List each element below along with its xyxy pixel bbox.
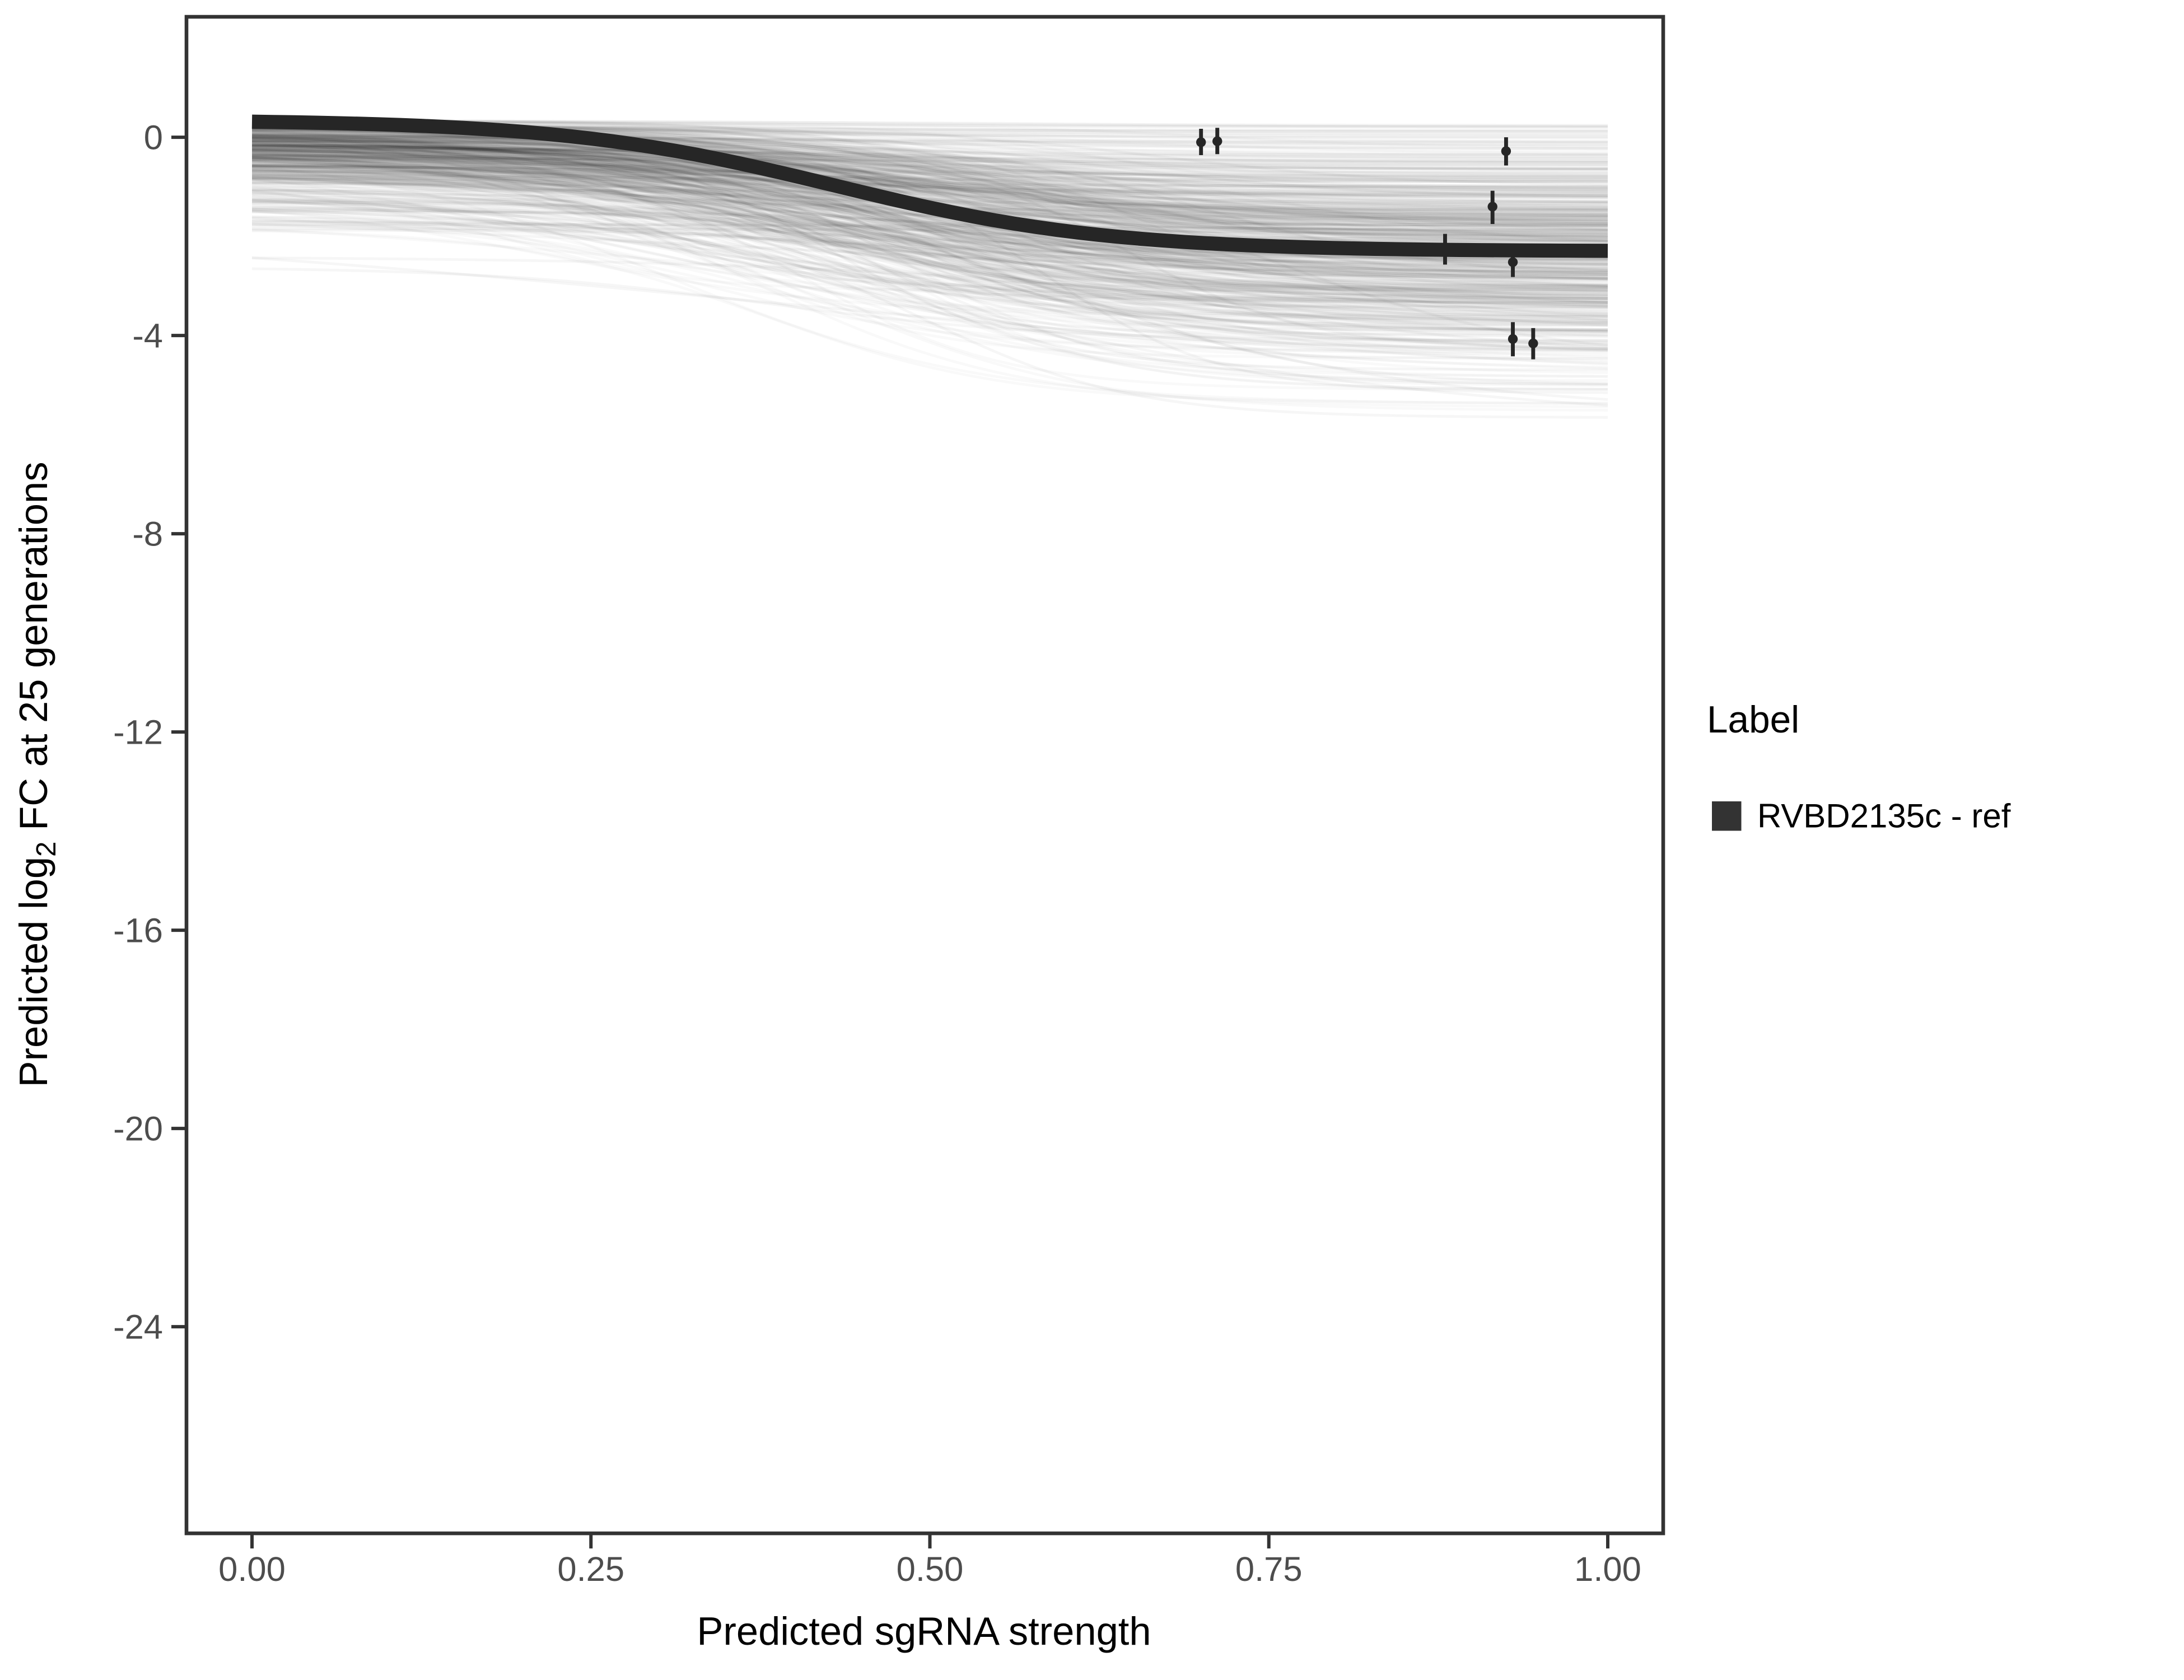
- legend-entry-label: RVBD2135c - ref: [1757, 797, 2011, 835]
- mean-fit-curve: [251, 114, 1608, 258]
- y-axis-title: Predicted log2 FC at 25 generations: [11, 462, 62, 1088]
- legend-key-square: [1712, 801, 1742, 831]
- y-tick-label: -24: [113, 1308, 163, 1347]
- legend: Label RVBD2135c - ref: [1707, 699, 2011, 835]
- data-point: [1501, 146, 1511, 156]
- pointrange: [1508, 322, 1518, 357]
- y-tick-label: 0: [144, 119, 163, 157]
- data-point: [1508, 257, 1518, 267]
- y-tick-label: -20: [113, 1110, 163, 1149]
- y-axis: 0 -4 -8 -12 -16 -20 -24: [113, 119, 185, 1347]
- data-point: [1196, 137, 1206, 147]
- y-tick-label: -4: [132, 317, 163, 356]
- data-point: [1508, 334, 1518, 344]
- data-point: [1487, 202, 1497, 212]
- y-axis-title-subscript: 2: [31, 842, 62, 857]
- panel-border: [184, 15, 1665, 1536]
- pointrange: [1528, 328, 1538, 360]
- data-point: [1212, 136, 1222, 146]
- y-axis-title-rest: FC at 25 generations: [11, 462, 55, 842]
- legend-title: Label: [1707, 699, 1799, 741]
- x-axis-title: Predicted sgRNA strength: [697, 1609, 1151, 1653]
- pointrange: [1212, 128, 1222, 155]
- data-point: [1528, 338, 1538, 348]
- pointrange: [1487, 190, 1497, 224]
- pointrange: [1196, 129, 1206, 155]
- y-tick-label: -8: [132, 515, 163, 554]
- x-tick-label: 0.50: [897, 1550, 964, 1589]
- x-tick-label: 0.00: [218, 1550, 286, 1589]
- x-tick-label: 1.00: [1574, 1550, 1641, 1589]
- y-tick-label: -12: [113, 713, 163, 752]
- y-tick-label: -16: [113, 912, 163, 950]
- x-tick-label: 0.25: [557, 1550, 624, 1589]
- x-axis: 0.00 0.25 0.50 0.75 1.00: [218, 1535, 1641, 1589]
- x-tick-label: 0.75: [1235, 1550, 1303, 1589]
- pointrange: [1501, 137, 1511, 166]
- posterior-draw-lines: [252, 120, 1608, 417]
- y-axis-title-main: Predicted log: [11, 857, 55, 1088]
